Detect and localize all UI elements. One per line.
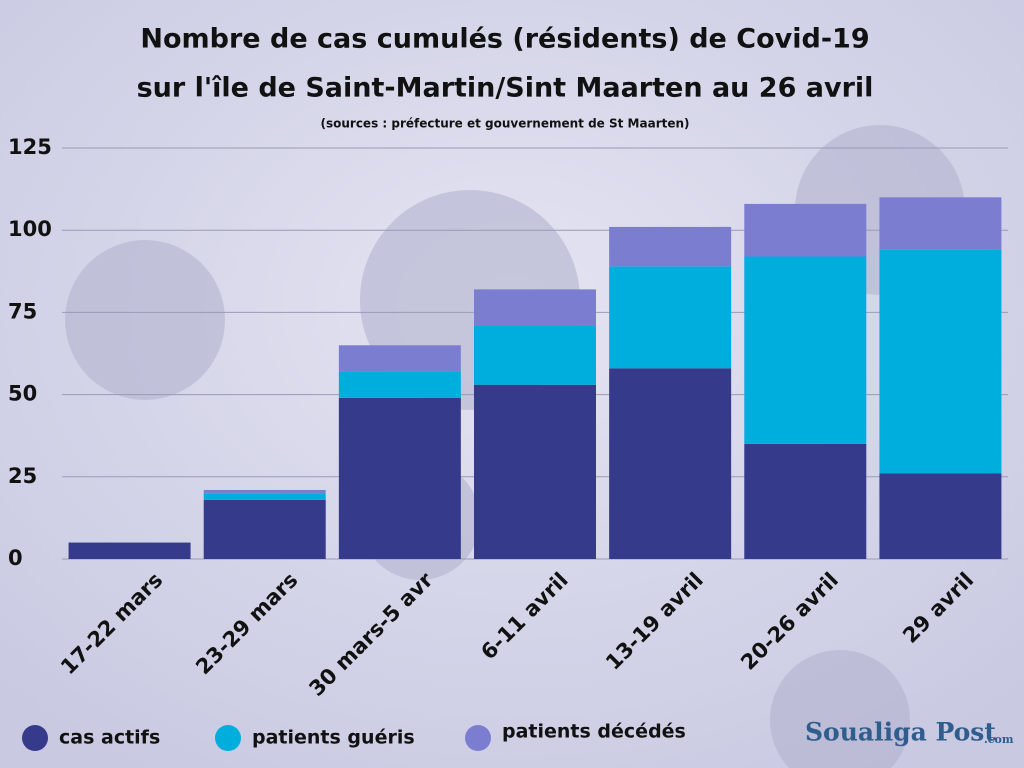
- chart-title: Nombre de cas cumulés (résidents) de Cov…: [140, 24, 869, 55]
- legend-label: cas actifs: [59, 727, 160, 749]
- y-tick-label: 50: [8, 382, 37, 406]
- bar-segment: [609, 226, 732, 267]
- y-tick-label: 0: [8, 546, 23, 570]
- bar-segment: [744, 256, 867, 444]
- legend-swatch: [215, 725, 241, 751]
- chart-title: sur l'île de Saint-Martin/Sint Maarten a…: [137, 73, 874, 104]
- bar-segment: [609, 266, 732, 369]
- bar-segment: [203, 489, 326, 494]
- bar-segment: [68, 542, 191, 559]
- chart-subtitle: (sources : préfecture et gouvernement de…: [320, 117, 689, 131]
- legend-swatch: [465, 725, 491, 751]
- y-tick-label: 25: [8, 464, 37, 488]
- logo-suffix: .com: [984, 733, 1014, 746]
- legend-label: patients guéris: [252, 727, 415, 749]
- legend-label: patients décédés: [502, 721, 686, 743]
- y-tick-label: 75: [8, 299, 37, 323]
- bar-segment: [609, 368, 732, 559]
- bar-segment: [338, 397, 461, 559]
- bar-segment: [879, 473, 1002, 559]
- bar-segment: [203, 493, 326, 500]
- y-tick-label: 100: [8, 217, 52, 241]
- bar-segment: [203, 499, 326, 559]
- bar-segment: [879, 249, 1002, 474]
- legend-swatch: [22, 725, 48, 751]
- y-tick-label: 125: [8, 135, 52, 159]
- bar-segment: [338, 371, 461, 398]
- bar-segment: [474, 289, 596, 326]
- logo: Soualiga Post: [805, 718, 996, 747]
- bar-segment: [474, 325, 596, 385]
- bar-segment: [744, 203, 867, 257]
- bar-segment: [879, 197, 1002, 250]
- bar-segment: [744, 443, 867, 559]
- bar-segment: [474, 384, 596, 559]
- bar-segment: [338, 345, 461, 372]
